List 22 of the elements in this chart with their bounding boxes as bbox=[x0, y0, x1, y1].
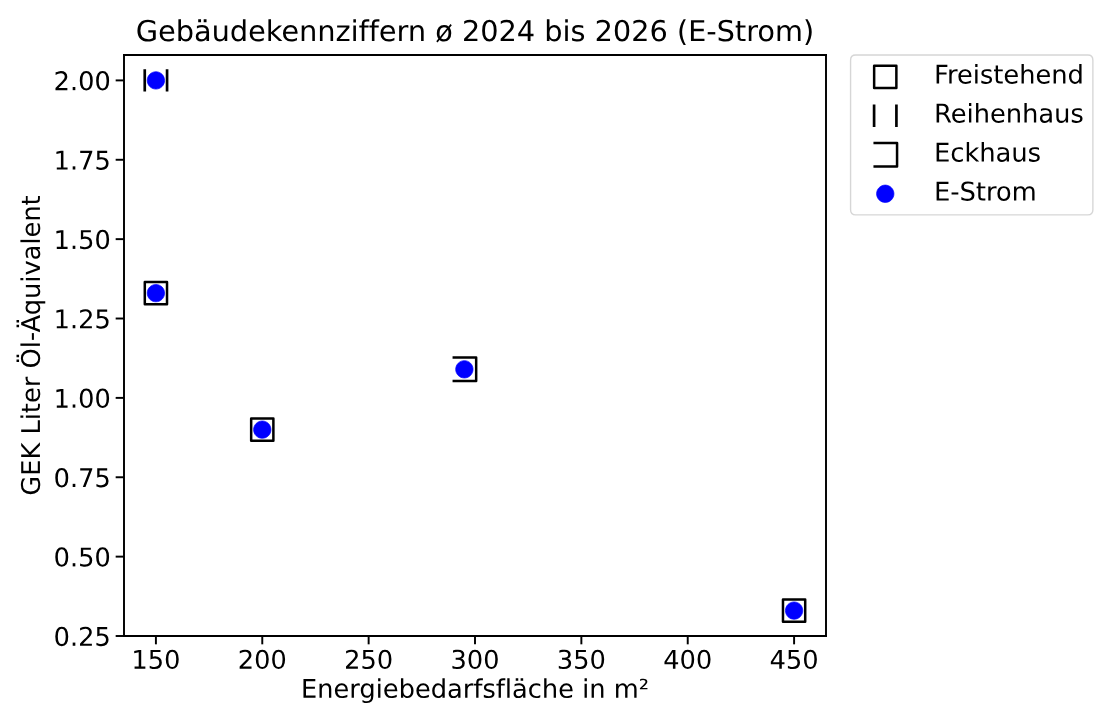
x-tick-label: 200 bbox=[239, 649, 286, 670]
legend-label: E-Strom bbox=[936, 181, 1035, 201]
x-tick-label: 450 bbox=[770, 649, 817, 670]
x-tick-label: 350 bbox=[558, 649, 605, 670]
y-axis-title: GEK Liter Öl-Äquivalent bbox=[16, 195, 46, 495]
x-tick-label: 250 bbox=[346, 649, 392, 670]
x-tick-label: 150 bbox=[134, 649, 179, 670]
y-tick-label: 1.75 bbox=[56, 150, 109, 170]
y-tick-label: 1.00 bbox=[56, 388, 110, 409]
y-tick-label: 1.50 bbox=[56, 229, 110, 250]
y-tick-label: 0.25 bbox=[55, 626, 109, 647]
legend-label: Eckhaus bbox=[936, 141, 1040, 162]
y-tick-label: 0.50 bbox=[55, 547, 110, 567]
x-tick-label: 400 bbox=[664, 649, 711, 670]
legend-label: Freistehend bbox=[936, 63, 1082, 84]
y-tick-label: 1.25 bbox=[56, 309, 109, 329]
y-tick-label: 0.75 bbox=[55, 467, 109, 488]
legend-label: Reihenhaus bbox=[936, 102, 1083, 123]
chart-title: Gebäudekennziffern ø 2024 bis 2026 (E-Strom) bbox=[137, 19, 812, 45]
x-tick-label: 300 bbox=[452, 649, 498, 670]
x-axis-title: Energiebedarfsfläche in m² bbox=[303, 678, 648, 704]
y-tick-label: 2.00 bbox=[55, 71, 110, 91]
